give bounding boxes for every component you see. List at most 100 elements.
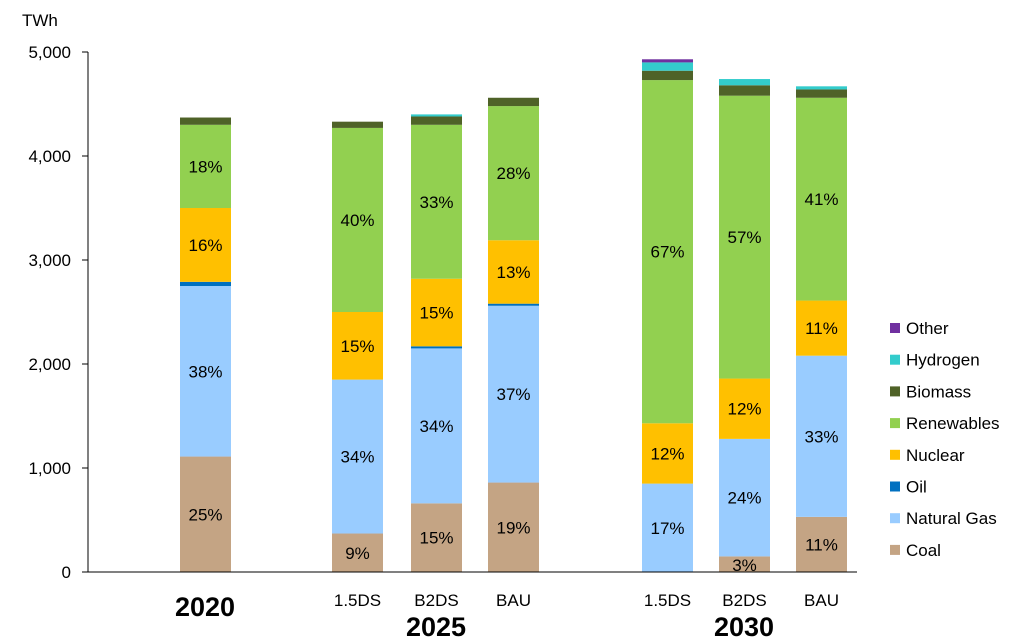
legend-swatch-renewables [890, 418, 900, 429]
bar-segment-natural-gas [488, 305, 539, 483]
bar-segment-renewables [719, 95, 770, 379]
bar-segment-coal [796, 516, 847, 572]
y-tick-label: 5,000 [28, 43, 71, 62]
data-label: 12% [727, 400, 761, 419]
data-label: 33% [419, 193, 453, 212]
bar-segment-nuclear [796, 300, 847, 356]
y-axis-unit-label: TWh [22, 11, 58, 30]
data-label: 41% [804, 190, 838, 209]
legend: Other Hydrogen Biomass Renewables Nuclear Oil… [890, 319, 1000, 560]
data-label: 38% [188, 362, 222, 381]
data-label: 24% [727, 489, 761, 508]
category-label: BAU [496, 591, 531, 610]
bar-segment-hydrogen [642, 62, 693, 71]
bar-segment-oil [488, 303, 539, 306]
bar-segment-hydrogen [411, 114, 462, 117]
legend-label-oil: Oil [906, 478, 927, 497]
y-axis-ticks: 0 1,000 2,000 3,000 4,000 5,000 [28, 43, 89, 582]
bar-segment-natural-gas [796, 355, 847, 517]
bar-segment-hydrogen [796, 86, 847, 90]
data-label: 15% [419, 529, 453, 548]
data-label: 34% [419, 417, 453, 436]
data-label: 3% [732, 556, 757, 575]
bar-segment-natural-gas [180, 286, 231, 457]
bar-segment-nuclear [719, 378, 770, 439]
bar-segment-renewables [180, 124, 231, 208]
data-label: 40% [340, 211, 374, 230]
data-label: 16% [188, 236, 222, 255]
legend-label-coal: Coal [906, 541, 941, 560]
legend-label-biomass: Biomass [906, 382, 971, 401]
bars [180, 59, 847, 572]
bar-segment-biomass [488, 97, 539, 107]
legend-swatch-biomass [890, 386, 900, 397]
data-label: 15% [419, 304, 453, 323]
data-label: 37% [496, 385, 530, 404]
bar-segment-coal [332, 533, 383, 572]
legend-label-hydrogen: Hydrogen [906, 351, 980, 370]
data-label: 33% [804, 427, 838, 446]
category-label: 1.5DS [334, 591, 381, 610]
y-tick-label: 1,000 [28, 459, 71, 478]
data-label: 57% [727, 228, 761, 247]
data-label: 28% [496, 164, 530, 183]
bar-segment-coal [719, 556, 770, 572]
bar-segment-nuclear [642, 423, 693, 484]
bar-segment-nuclear [411, 278, 462, 347]
bar-segment-renewables [332, 127, 383, 312]
data-label: 25% [188, 505, 222, 524]
bar-segment-biomass [796, 89, 847, 98]
bar-segment-biomass [411, 116, 462, 125]
legend-swatch-hydrogen [890, 354, 900, 365]
legend-label-other: Other [906, 319, 949, 338]
year-group-label: 2020 [175, 592, 235, 622]
bar-segment-renewables [488, 106, 539, 241]
category-label: 1.5DS [644, 591, 691, 610]
data-label: 12% [650, 444, 684, 463]
bar-segment-other [642, 59, 693, 63]
data-labels: 25% 38% 16% 18% 9% 34% 15% 40% 15% 34% 15% 33% 19% 37… [188, 157, 838, 575]
bar-segment-nuclear [488, 240, 539, 304]
bar-segment-natural-gas [642, 483, 693, 572]
bar-segment-coal [411, 503, 462, 572]
data-label: 13% [496, 263, 530, 282]
legend-label-renewables: Renewables [906, 414, 1000, 433]
bar-segment-biomass [180, 117, 231, 125]
category-label: BAU [804, 591, 839, 610]
x-axis: 2020 1.5DS B2DS BAU 2025 1.5DS B2DS BAU 2030 [88, 571, 857, 637]
data-label: 19% [496, 518, 530, 537]
data-label: 67% [650, 243, 684, 262]
bar-segment-hydrogen [719, 79, 770, 86]
legend-swatch-coal [890, 544, 900, 555]
legend-swatch-natural-gas [890, 513, 900, 524]
bar-segment-natural-gas [719, 438, 770, 557]
bar-segment-oil [180, 281, 231, 286]
legend-label-natural-gas: Natural Gas [906, 509, 997, 528]
data-label: 11% [805, 535, 838, 554]
category-label: B2DS [722, 591, 766, 610]
bar-segment-renewables [642, 80, 693, 424]
legend-label-nuclear: Nuclear [906, 446, 965, 465]
data-label: 18% [188, 157, 222, 176]
y-tick-label: 0 [62, 563, 71, 582]
bar-segment-natural-gas [332, 379, 383, 534]
data-label: 15% [340, 337, 374, 356]
y-tick-label: 2,000 [28, 355, 71, 374]
bar-segment-natural-gas [411, 348, 462, 504]
legend-swatch-oil [890, 481, 900, 492]
legend-swatch-nuclear [890, 449, 900, 460]
data-label: 17% [650, 519, 684, 538]
y-tick-label: 3,000 [28, 251, 71, 270]
legend-swatch-other [890, 323, 900, 333]
year-group-label: 2030 [714, 612, 774, 637]
y-tick-label: 4,000 [28, 147, 71, 166]
year-group-label: 2025 [406, 612, 466, 637]
data-label: 9% [345, 544, 370, 563]
bar-segment-nuclear [332, 312, 383, 380]
bar-segment-biomass [642, 70, 693, 81]
bar-segment-renewables [411, 124, 462, 279]
bar-segment-coal [180, 456, 231, 572]
bar-segment-biomass [332, 121, 383, 128]
bar-segment-biomass [719, 85, 770, 96]
